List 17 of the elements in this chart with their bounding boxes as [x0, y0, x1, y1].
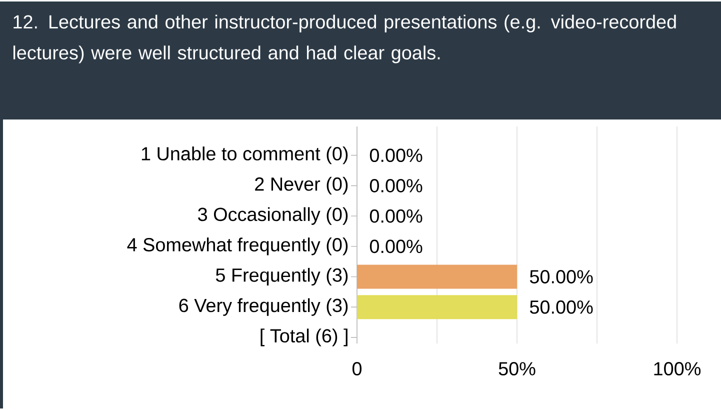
x-tick-label: 0: [352, 362, 362, 376]
data-label: 0.00%: [370, 209, 422, 223]
data-label: 0.00%: [370, 178, 422, 192]
y-tick-label: 2 Never (0): [255, 176, 348, 195]
data-label: 0.00%: [370, 240, 422, 254]
x-tick-label: 50%: [498, 362, 536, 376]
y-tick-label: 1 Unable to comment (0): [142, 146, 348, 164]
y-tick-label: 5 Frequently (3): [216, 268, 348, 286]
y-tick-label: 6 Very frequently (3): [179, 298, 348, 316]
x-tick-label: 100%: [654, 362, 701, 376]
data-label: 50.00%: [530, 270, 593, 284]
data-label: 50.00%: [530, 300, 593, 314]
y-tick-label: 3 Occasionally (0): [198, 207, 348, 225]
chart-title: 12. Lectures and other instructor-produced presentations (e.g. video-recorded lectures) were well structured and had clear goals.: [13, 14, 676, 64]
y-tick-label: [ Total (6) ]: [260, 328, 348, 346]
y-tick-label: 4 Somewhat frequently (0): [127, 238, 348, 256]
data-label: 0.00%: [370, 148, 422, 162]
